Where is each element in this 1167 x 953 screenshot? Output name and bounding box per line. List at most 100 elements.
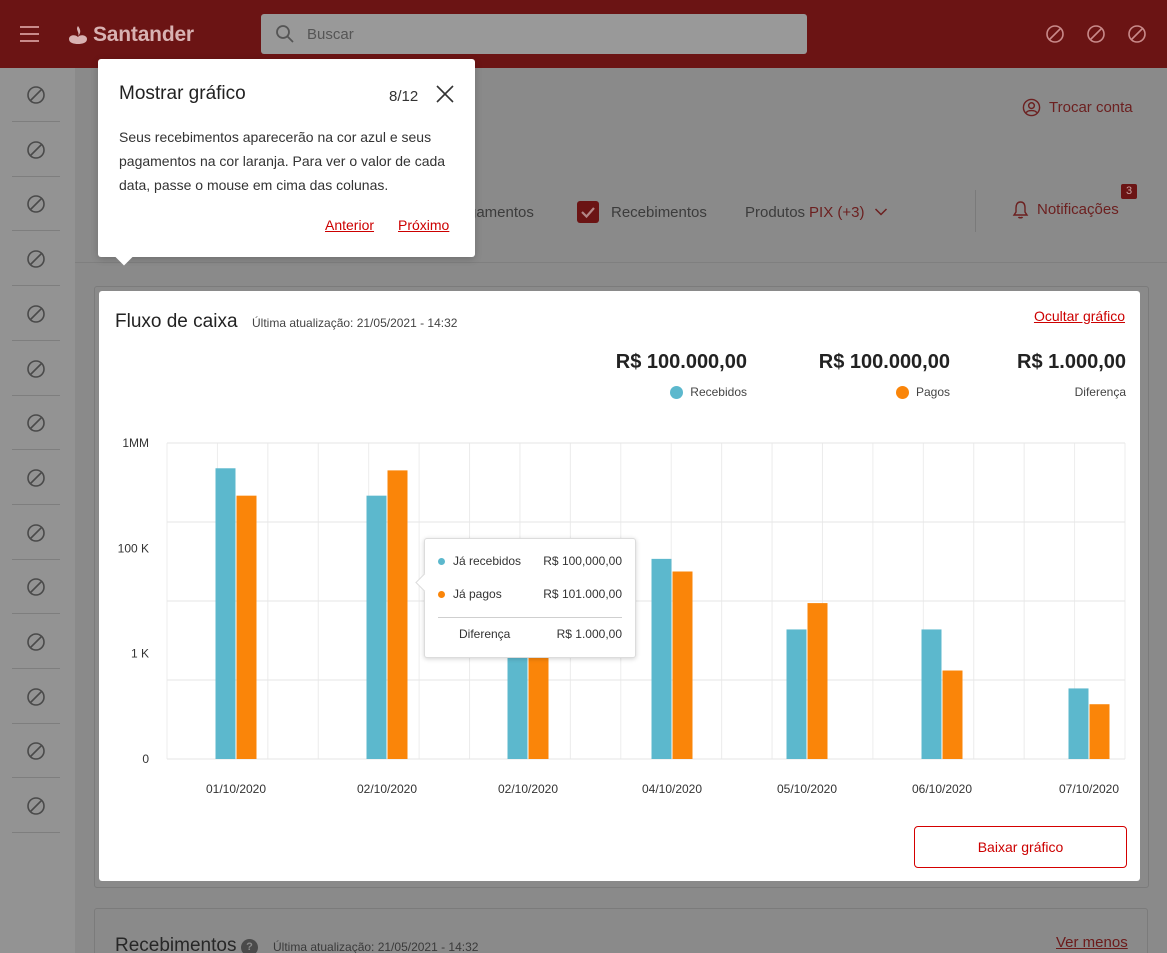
sidebar-item[interactable]	[12, 724, 60, 779]
popover-next-link[interactable]: Próximo	[398, 217, 450, 233]
user-icon	[1022, 98, 1041, 117]
sidebar-item[interactable]	[12, 779, 60, 834]
bar-pagos	[1089, 704, 1110, 759]
bar-recebidos	[786, 629, 807, 759]
bar-pagos	[942, 670, 963, 759]
sidebar-item[interactable]	[12, 451, 60, 505]
placeholder-icon[interactable]	[1127, 24, 1147, 44]
sidebar-item[interactable]	[12, 615, 60, 669]
check-icon	[581, 207, 595, 219]
summary-recebidos-value: R$ 100.000,00	[615, 351, 747, 373]
placeholder-icon	[27, 359, 45, 378]
placeholder-icon	[27, 633, 45, 651]
summary-pagos: R$ 100.000,00 Pagos	[819, 351, 950, 399]
ver-menos-link[interactable]: Ver menos	[1056, 934, 1128, 951]
placeholder-icon	[27, 195, 45, 214]
notifications-label: Notificações	[1037, 201, 1119, 218]
tooltip-row-diferenca: Diferença R$ 1.000,00	[438, 627, 622, 641]
chart-card-frame	[94, 286, 1149, 888]
placeholder-icon	[27, 304, 45, 323]
popover-previous-link[interactable]: Anterior	[325, 217, 375, 233]
tooltip-recebidos-label: Já recebidos	[453, 554, 522, 568]
summary-diferenca-label: Diferença	[1074, 385, 1126, 399]
bar-pagos	[236, 495, 257, 759]
chart-card: Fluxo de caixa Última atualização: 21/05…	[99, 291, 1140, 881]
y-tick-label: 0	[142, 752, 149, 766]
close-icon[interactable]	[434, 83, 456, 105]
bar-recebidos	[507, 632, 528, 759]
download-chart-button[interactable]: Baixar gráfico	[914, 826, 1127, 868]
bell-icon	[1012, 201, 1029, 219]
placeholder-icon[interactable]	[1086, 24, 1106, 44]
placeholder-icon	[27, 469, 45, 487]
sidebar-item[interactable]	[12, 396, 60, 451]
chevron-down-icon	[875, 208, 888, 216]
sidebar-item[interactable]	[12, 560, 60, 615]
popover-title: Mostrar gráfico	[119, 83, 246, 104]
sidebar-item[interactable]	[12, 123, 60, 177]
x-tick-label: 02/10/2020	[498, 782, 558, 796]
filter-pagamentos-label: gamentos	[468, 203, 534, 221]
santander-logo[interactable]: Santander	[67, 22, 194, 48]
sidebar-item[interactable]	[12, 670, 60, 724]
popover-step-counter: 8/12	[389, 88, 419, 105]
bar-pagos	[807, 603, 828, 759]
produtos-dropdown[interactable]: Produtos PIX (+3)	[745, 196, 888, 228]
placeholder-icon[interactable]	[1045, 24, 1065, 44]
x-tick-label: 05/10/2020	[777, 782, 837, 796]
bar-recebidos	[921, 629, 942, 759]
search-input[interactable]	[307, 14, 787, 54]
placeholder-icon	[27, 578, 45, 597]
onboarding-popover: Mostrar gráfico 8/12 Seus recebimentos a…	[98, 59, 475, 257]
recebimentos-section	[94, 908, 1148, 953]
switch-account-link[interactable]: Trocar conta	[1022, 98, 1133, 117]
switch-account-label: Trocar conta	[1049, 99, 1133, 116]
divider	[975, 190, 976, 232]
sidebar-item[interactable]	[12, 232, 60, 287]
bar-recebidos	[366, 495, 387, 759]
placeholder-icon	[27, 742, 45, 761]
y-tick-label: 1MM	[122, 436, 149, 450]
y-tick-label: 100 K	[118, 541, 149, 555]
summary-pagos-value: R$ 100.000,00	[818, 351, 950, 373]
pagos-dot	[438, 590, 445, 598]
sidebar-item[interactable]	[12, 177, 60, 232]
sidebar-item[interactable]	[12, 342, 60, 396]
placeholder-icon	[27, 414, 45, 432]
filter-recebimentos-label: Recebimentos	[611, 203, 707, 221]
placeholder-icon	[27, 797, 45, 815]
bar-recebidos	[1068, 688, 1089, 759]
bar-recebidos	[215, 468, 236, 759]
hide-chart-link[interactable]: Ocultar gráfico	[1033, 308, 1125, 324]
sidebar-item[interactable]	[12, 506, 60, 560]
notifications-button[interactable]: Notificações	[1012, 200, 1119, 219]
help-icon[interactable]: ?	[241, 939, 258, 953]
tooltip-divider	[438, 617, 622, 618]
tooltip-diferenca-value: R$ 1.000,00	[556, 627, 622, 641]
search-box[interactable]	[261, 14, 807, 54]
x-tick-label: 04/10/2020	[642, 782, 702, 796]
bar-recebidos	[651, 558, 672, 759]
summary-diferenca-value: R$ 1.000,00	[1017, 351, 1126, 373]
x-tick-label: 02/10/2020	[357, 782, 417, 796]
cash-flow-bar-chart: 0 1 K 100 K 1MM 01/10/2020 02/10/2020 02/10/20…	[118, 436, 1126, 796]
pagos-legend-dot	[895, 385, 909, 399]
summary-recebidos-label: Recebidos	[690, 385, 747, 399]
chart-card-title: Fluxo de caixa	[115, 311, 238, 332]
tooltip-pagos-label: Já pagos	[453, 587, 502, 601]
x-tick-label: 06/10/2020	[912, 782, 972, 796]
popover-body: Seus recebimentos aparecerão na cor azul…	[119, 129, 446, 193]
recebimentos-last-update: Última atualização: 21/05/2021 - 14:32	[273, 940, 479, 953]
placeholder-icon	[27, 86, 45, 104]
menu-icon[interactable]	[20, 26, 39, 42]
recebimentos-checkbox[interactable]	[577, 201, 599, 223]
filter-pagamentos[interactable]: gamentos	[468, 196, 534, 228]
sidebar-item[interactable]	[12, 287, 60, 341]
search-icon	[276, 25, 294, 43]
recebimentos-section-title: Recebimentos	[115, 935, 237, 953]
filter-recebimentos[interactable]: Recebimentos	[577, 196, 707, 228]
chart-tooltip: Já recebidos R$ 100,000,00 Já pagos R$ 1…	[424, 538, 636, 658]
sidebar-item[interactable]	[12, 68, 60, 122]
recebidos-legend-dot	[670, 385, 684, 399]
produtos-value: PIX (+3)	[809, 203, 865, 221]
